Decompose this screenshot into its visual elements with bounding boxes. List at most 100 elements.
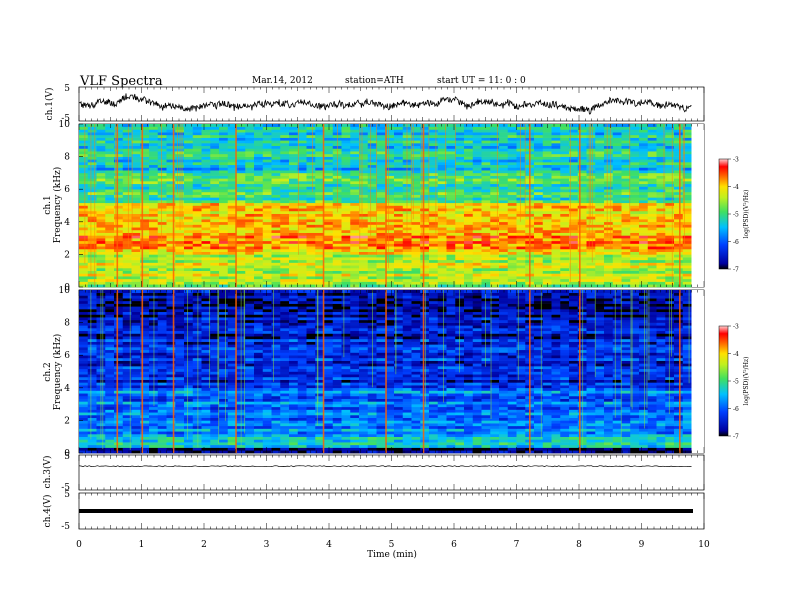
spectrogram-cell xyxy=(394,145,404,149)
spectrogram-cell xyxy=(656,439,666,443)
spectrogram-cell xyxy=(245,267,255,271)
spectrogram-cell xyxy=(359,186,369,190)
spectrogram-cell xyxy=(665,194,675,198)
spectrogram-cell xyxy=(359,243,369,247)
spectrogram-cell xyxy=(87,126,97,130)
spectrogram-cell xyxy=(315,270,325,274)
spectrogram-cell xyxy=(280,267,290,271)
spectrogram-cell xyxy=(630,270,640,274)
spectrogram-cell xyxy=(534,132,544,136)
spectrogram-cell xyxy=(621,172,631,176)
spectrogram-cell xyxy=(280,229,290,233)
spectrogram-cell xyxy=(297,151,307,155)
spectrogram-cell xyxy=(376,444,386,448)
spectrogram-cell xyxy=(87,433,97,437)
spectrogram-cell xyxy=(376,208,386,212)
spectrogram-cell xyxy=(385,208,395,212)
spectrogram-cell xyxy=(324,428,334,432)
spectrogram-cell xyxy=(192,276,202,280)
spectrogram-cell xyxy=(341,186,351,190)
spectrogram-cell xyxy=(140,178,150,182)
spectrogram-cell xyxy=(341,219,351,223)
spectrogram-cell xyxy=(271,170,281,174)
spectrogram-cell xyxy=(219,442,229,446)
spectrogram-cell xyxy=(682,129,692,133)
spectrogram-cell xyxy=(201,246,211,250)
spectrogram-cell xyxy=(297,442,307,446)
spectrogram-cell xyxy=(376,227,386,231)
spectrogram-cell xyxy=(289,428,299,432)
spectrogram-cell xyxy=(157,178,167,182)
spectrogram-cell xyxy=(682,126,692,130)
spectrogram-cell xyxy=(612,194,622,198)
spectrogram-cell xyxy=(236,248,246,252)
spectrogram-cell xyxy=(420,129,430,133)
spectrogram-cell xyxy=(306,216,316,220)
spectrogram-cell xyxy=(674,262,684,266)
spectrogram-cell xyxy=(166,251,176,255)
spectrogram-cell xyxy=(306,227,316,231)
spectrogram-cell xyxy=(166,273,176,277)
spectrogram-cell xyxy=(604,428,614,432)
spectrogram-cell xyxy=(192,224,202,228)
spectrogram-cell xyxy=(612,227,622,231)
spectrogram-cell xyxy=(577,170,587,174)
spectrogram-cell xyxy=(437,248,447,252)
spectrogram-cell xyxy=(210,183,220,187)
spectrogram-cell xyxy=(481,444,491,448)
spectrogram-cell xyxy=(157,183,167,187)
spectrogram-cell xyxy=(254,240,264,244)
spectrogram-cell xyxy=(639,216,649,220)
spectrogram-cell xyxy=(306,164,316,168)
impulse-streak xyxy=(591,124,593,263)
spectrogram-cell xyxy=(271,431,281,435)
spectrogram-cell xyxy=(551,232,561,236)
spectrogram-cell xyxy=(210,191,220,195)
spectrogram-cell xyxy=(464,254,474,258)
spectrogram-cell xyxy=(184,178,194,182)
spectrogram-cell xyxy=(490,134,500,138)
spectrogram-cell xyxy=(411,153,421,157)
spectrogram-cell xyxy=(210,205,220,209)
spectrogram-cell xyxy=(350,189,360,193)
spectrogram-cell xyxy=(481,270,491,274)
spectrogram-cell xyxy=(464,162,474,166)
spectrogram-cell xyxy=(140,151,150,155)
spectrogram-cell xyxy=(420,202,430,206)
spectrogram-cell xyxy=(411,447,421,451)
spectrogram-cell xyxy=(140,259,150,263)
spectrogram-cell xyxy=(315,450,325,454)
spectrogram-cell xyxy=(219,167,229,171)
spectrogram-cell xyxy=(289,284,299,288)
spectrogram-cell xyxy=(569,143,579,147)
spectrogram-cell xyxy=(315,126,325,130)
spectrogram-cell xyxy=(595,243,605,247)
spectrogram-cell xyxy=(140,170,150,174)
spectrogram-cell xyxy=(114,221,124,225)
spectrogram-cell xyxy=(682,167,692,171)
spectrogram-cell xyxy=(236,178,246,182)
spectrogram-cell xyxy=(542,126,552,130)
spectrogram-cell xyxy=(472,442,482,446)
spectrogram-cell xyxy=(420,191,430,195)
spectrogram-cell xyxy=(472,444,482,448)
spectrogram-cell xyxy=(551,267,561,271)
spectrogram-cell xyxy=(201,189,211,193)
spectrogram-cell xyxy=(210,197,220,201)
spectrogram-cell xyxy=(674,273,684,277)
spectrogram-cell xyxy=(122,238,132,242)
spectrogram-cell xyxy=(175,423,185,427)
spectrogram-cell xyxy=(149,238,159,242)
spectrogram-cell xyxy=(429,248,439,252)
spectrogram-cell xyxy=(630,450,640,454)
spectrogram-cell xyxy=(350,164,360,168)
impulse-streak xyxy=(422,124,425,287)
spectrogram-cell xyxy=(499,425,509,429)
spectrogram-cell xyxy=(656,270,666,274)
spectrogram-cell xyxy=(131,235,141,239)
spectrogram-cell xyxy=(507,248,517,252)
spectrogram-cell xyxy=(289,210,299,214)
spectrogram-cell xyxy=(324,444,334,448)
spectrogram-cell xyxy=(595,442,605,446)
spectrogram-cell xyxy=(219,240,229,244)
